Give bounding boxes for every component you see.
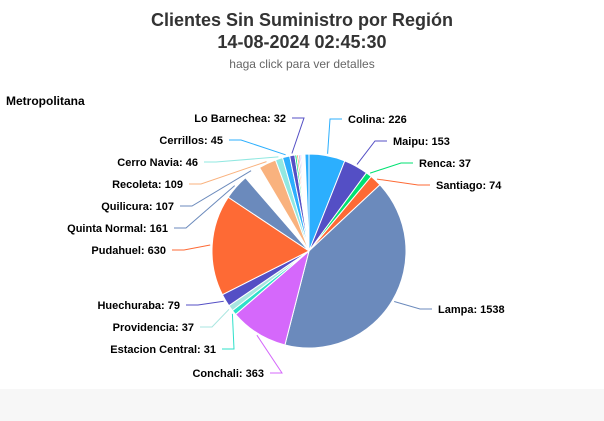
connector-quilicura [180,170,252,207]
pie-slice-lampa[interactable] [284,184,407,349]
data-label-renca[interactable]: Renca: 37 [419,158,471,170]
connector-recoleta [189,161,267,185]
connector-lo-barnechea [291,117,305,154]
chart-title: Clientes Sin Suministro por Región [150,10,454,30]
connector-colina [327,118,342,154]
connector-lampa [394,301,432,310]
data-label-quinta-normal[interactable]: Quinta Normal: 161 [67,223,168,235]
connector-quinta-normal [174,185,236,229]
connector-cerro-navia [204,156,279,163]
data-label-cerrillos[interactable]: Cerrillos: 45 [159,135,223,147]
connector-santiago [376,178,430,186]
connector-conchali [256,334,283,374]
data-label-huechuraba[interactable]: Huechuraba: 79 [97,300,180,312]
data-label-maipu[interactable]: Maipu: 153 [393,136,450,148]
chart-timestamp: 14-08-2024 02:45:30 [217,32,387,52]
connector-huechuraba [186,300,224,306]
connector-maipu [356,140,387,165]
data-label-lampa[interactable]: Lampa: 1538 [438,304,505,316]
chart-subtitle: haga click para ver detalles [229,57,375,71]
connector-estacion-central [222,313,235,350]
footer-band [0,389,604,421]
pie-slice-pudahuel[interactable] [211,196,310,296]
connector-renca [369,162,413,174]
data-label-providencia[interactable]: Providencia: 37 [113,322,194,334]
connector-cerrillos [229,139,286,156]
data-label-lo-barnechea[interactable]: Lo Barnechea: 32 [194,113,286,125]
connector-pudahuel [172,244,211,251]
data-label-pudahuel[interactable]: Pudahuel: 630 [91,245,166,257]
connector-providencia [200,308,230,328]
data-label-santiago[interactable]: Santiago: 74 [436,180,502,192]
data-label-quilicura[interactable]: Quilicura: 107 [101,201,174,213]
data-label-conchali[interactable]: Conchali: 363 [192,368,264,380]
data-label-recoleta[interactable]: Recoleta: 109 [112,179,183,191]
data-label-colina[interactable]: Colina: 226 [348,114,407,126]
pie-slice-24[interactable] [304,153,310,252]
data-label-estacion-central[interactable]: Estacion Central: 31 [110,344,216,356]
region-label: Metropolitana [6,94,85,108]
data-label-cerro-navia[interactable]: Cerro Navia: 46 [117,157,198,169]
